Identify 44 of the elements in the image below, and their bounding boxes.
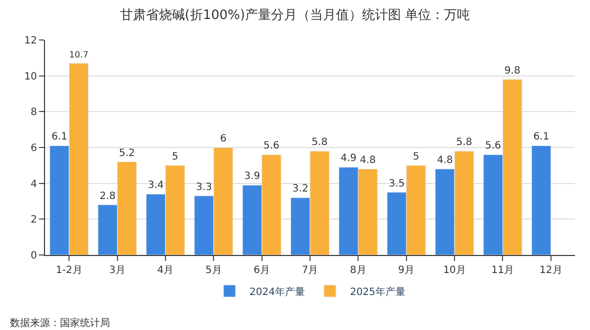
- data-label: 5: [172, 151, 178, 162]
- y-tick-label: 12: [24, 36, 37, 46]
- x-tick-label: 12月: [540, 265, 562, 276]
- bar: [531, 145, 552, 255]
- data-label: 6.1: [533, 132, 550, 143]
- data-label: 5: [412, 151, 420, 162]
- y-tick-label: 2: [30, 214, 37, 226]
- legend-label: 2024年产量: [250, 286, 305, 298]
- data-label: 10.7: [69, 50, 88, 61]
- data-label: 3.3: [196, 182, 212, 193]
- x-tick-label: 3月: [109, 265, 126, 276]
- x-tick-label: 10月: [443, 265, 466, 276]
- data-label: 6: [220, 134, 226, 144]
- chart-title: 甘肃省烧碱(折100%)产量分月（当月值）统计图 单位：万吨: [120, 8, 470, 23]
- data-label: 5.8: [312, 137, 328, 148]
- x-tick-label: 4月: [157, 265, 174, 276]
- data-label: 5.8: [456, 137, 472, 148]
- data-label: 3.9: [244, 171, 260, 182]
- x-tick-label: 5月: [205, 265, 222, 276]
- data-label: 4.9: [340, 153, 356, 164]
- data-label: 5.6: [264, 140, 280, 152]
- data-label: 3.5: [388, 178, 405, 190]
- x-tick-label: 8月: [350, 265, 366, 276]
- y-tick-label: 10: [24, 71, 37, 82]
- data-label: 4.8: [436, 155, 453, 166]
- y-tick-label: 8: [30, 107, 37, 118]
- data-label: 3.2: [292, 184, 308, 195]
- x-tick-label: 6月: [254, 265, 270, 276]
- data-label: 2.8: [100, 190, 116, 202]
- x-tick-label: 11月: [491, 265, 514, 276]
- data-label: 5.2: [118, 148, 135, 159]
- legend-label: 2025年产量: [350, 286, 406, 298]
- y-tick-label: 4: [30, 178, 37, 190]
- data-label: 5.6: [485, 140, 502, 152]
- x-tick-label: 7月: [302, 265, 318, 276]
- data-label: 4.8: [360, 155, 376, 166]
- y-tick-label: 0: [30, 250, 37, 262]
- y-tick-label: 6: [30, 143, 37, 154]
- source-note: 数据来源：国家统计局: [10, 317, 110, 329]
- data-label: 9.8: [504, 65, 520, 76]
- x-tick-label: 9月: [398, 265, 415, 276]
- data-label: 3.4: [148, 180, 164, 192]
- data-label: 6.1: [52, 132, 68, 143]
- x-tick-label: 1-2月: [56, 265, 82, 276]
